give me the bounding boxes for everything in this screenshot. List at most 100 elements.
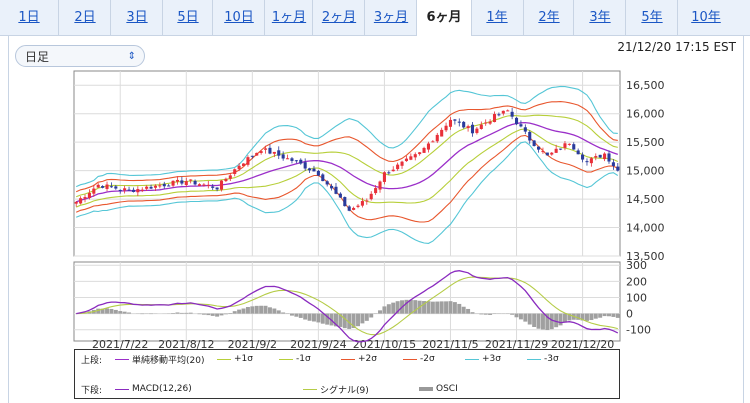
candle [396,164,400,170]
candle [308,168,312,171]
osci-bar [109,308,114,314]
interval-select[interactable]: 日足 ⇕ [15,45,145,67]
candle [123,188,127,191]
candle [352,207,356,210]
osci-bar [96,308,101,314]
candle [545,152,549,156]
candle [272,151,276,154]
osci-bar [364,313,369,321]
tab-5y[interactable]: 5年 [625,0,678,35]
osci-bar [329,313,334,326]
candle [603,153,607,160]
tab-5d[interactable]: 5日 [162,0,213,35]
macd-y-tick-label: 300 [626,259,647,272]
band-plus3sigma-line [75,85,618,188]
legend-swatch [217,358,231,360]
macd-y-tick-label: 200 [626,275,647,288]
candle [492,114,497,123]
candle [589,158,593,164]
y-tick-label: 13,500 [626,250,665,263]
tab-3d[interactable]: 3日 [110,0,163,35]
osci-bar [245,307,250,314]
candle [567,143,571,145]
tab-1d[interactable]: 1日 [18,10,40,25]
candle [470,124,475,134]
candle [206,184,210,186]
sma-line [75,121,619,203]
tab-3m[interactable]: 3ヶ月 [364,0,417,35]
candle [175,179,180,182]
osci-bar [369,313,374,318]
candle [321,174,325,182]
macd-y-tick-label: 0 [626,308,633,321]
tab-10y[interactable]: 10年 [677,0,734,35]
candle [343,197,347,207]
legend-swatch [527,358,541,360]
candle [180,180,184,184]
candle [286,158,290,160]
legend-item-sma: 単純移動平均(20) [115,353,204,366]
x-tick-label: 2021/10/15 [353,338,416,351]
legend-item-minus3sigma: -3σ [527,353,559,365]
candle [149,186,153,189]
x-tick-label: 2021/7/22 [92,338,148,351]
tab-3y[interactable]: 3年 [573,0,626,35]
interval-select-value: 日足 [25,50,50,64]
osci-bar [254,305,259,314]
osci-bar [378,310,383,314]
candle [475,128,479,133]
candle [131,189,135,192]
osci-bar [435,301,440,314]
tab-2y[interactable]: 2年 [523,0,574,35]
candle [501,110,505,114]
osci-bar [514,313,519,318]
candle [259,151,263,153]
osci-bar [320,313,325,324]
x-tick-label: 2021/8/12 [158,338,214,351]
osci-bar [439,301,444,314]
candle [87,192,91,198]
macd-line [76,270,619,343]
osci-bar [545,313,550,331]
osci-bar [307,313,312,321]
candle [263,148,268,150]
candle [536,146,541,150]
tab-2d[interactable]: 2日 [58,0,111,35]
candle [418,152,422,155]
candle [365,200,369,202]
candle [241,163,246,167]
candle [145,186,149,189]
tab-1y[interactable]: 1年 [486,10,508,25]
osci-bar [228,313,233,314]
candle [594,156,598,158]
macd-y-tick-label: -100 [626,324,651,337]
candle [391,169,395,172]
candle [431,141,435,143]
osci-bar [607,313,611,317]
candle [101,186,105,188]
tab-1m[interactable]: 1ヶ月 [264,0,313,35]
osci-bars-group [78,299,620,331]
chevron-updown-icon: ⇕ [127,51,136,62]
candle [246,157,250,165]
candle [303,162,307,169]
x-tick-label: 2021/12/20 [551,338,614,351]
osci-bar [289,313,294,316]
tab-2m[interactable]: 2ヶ月 [312,0,365,35]
osci-bar [118,311,123,314]
x-tick-label: 2021/9/2 [228,338,277,351]
candle [404,158,408,162]
osci-bar [558,313,563,326]
candle [171,180,175,186]
osci-bar [338,313,343,327]
legend-item-minus2sigma: -2σ [403,353,435,365]
tab-10d[interactable]: 10日 [212,0,265,35]
tab-6m[interactable]: 6ヶ月 [416,0,472,36]
osci-bar [386,304,391,314]
legend-item-minus1sigma: -1σ [279,353,311,365]
osci-bar [576,313,581,320]
band-plus1sigma-line [75,114,618,198]
osci-bar [404,299,409,314]
timestamp: 21/12/20 17:15 EST [617,40,736,54]
